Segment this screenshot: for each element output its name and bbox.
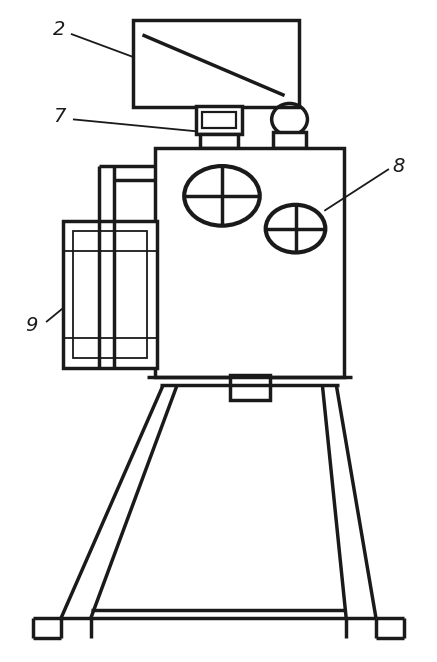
Bar xyxy=(230,375,270,400)
Bar xyxy=(63,220,157,368)
Bar xyxy=(200,134,238,148)
Bar xyxy=(273,132,306,148)
Text: 9: 9 xyxy=(25,316,38,334)
Text: 2: 2 xyxy=(53,21,65,40)
Bar xyxy=(196,107,242,134)
Bar xyxy=(132,20,299,107)
Text: 7: 7 xyxy=(53,107,65,126)
Bar xyxy=(202,113,236,128)
Bar xyxy=(73,230,147,358)
Text: 8: 8 xyxy=(393,156,405,175)
Bar xyxy=(156,148,344,377)
